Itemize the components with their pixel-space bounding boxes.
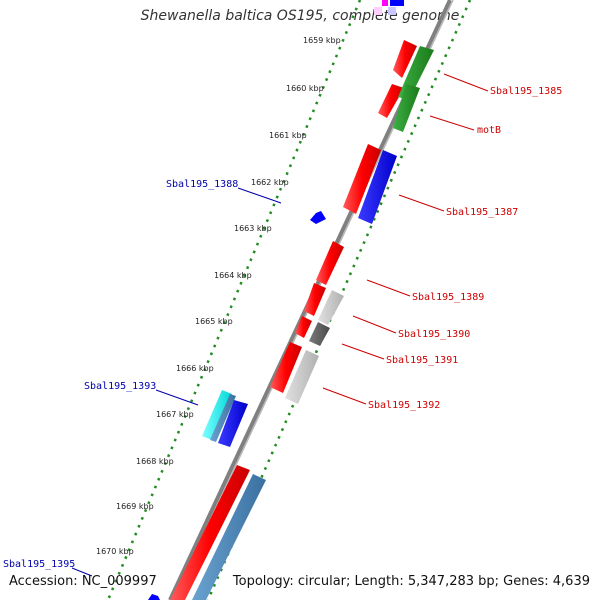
- cds-red: [393, 40, 417, 78]
- tick-label: 1660 kbp: [286, 84, 324, 93]
- tick-label: 1667 kbp: [156, 410, 194, 419]
- cds-steel: [210, 394, 236, 442]
- cds-red: [316, 241, 344, 285]
- label-leaders: [71, 73, 489, 577]
- cds-blue: [148, 594, 160, 600]
- genome-stats-label: Topology: circular; Length: 5,347,283 bp…: [232, 574, 590, 589]
- cds-red: [295, 316, 312, 338]
- gene-features-reverse: [148, 211, 326, 600]
- leader-line: [398, 194, 445, 212]
- leader-line: [322, 387, 367, 405]
- top-partial-features: [374, 0, 404, 15]
- gene-label: Sbal195_1389: [412, 292, 484, 303]
- gene-label: Sbal195_1387: [446, 207, 518, 218]
- gene-label: Sbal195_1395: [3, 559, 75, 570]
- cds-red: [304, 283, 326, 316]
- tick-label: 1661 kbp: [269, 131, 307, 140]
- cds-blue: [310, 211, 326, 224]
- leader-line: [352, 315, 397, 334]
- cds-green: [393, 84, 420, 132]
- inner-tick-line: [106, 0, 362, 600]
- cds-blue: [218, 400, 248, 447]
- tick-label: 1663 kbp: [234, 224, 272, 233]
- gene-label: Sbal195_1388: [166, 179, 238, 190]
- gene-label: Sbal195_1385: [490, 86, 562, 97]
- cds-blue-top: [390, 0, 404, 6]
- cds-blue: [358, 150, 397, 224]
- tick-label: 1669 kbp: [116, 502, 154, 511]
- leader-line: [71, 567, 93, 577]
- gene-label: Sbal195_1392: [368, 400, 440, 411]
- cds-steel: [192, 474, 266, 600]
- tick-label: 1662 kbp: [251, 178, 289, 187]
- leader-line: [443, 73, 489, 92]
- cds-gray: [285, 350, 319, 404]
- gene-labels: Sbal195_1385 motB Sbal195_1387 Sbal195_1…: [3, 86, 562, 570]
- tick-label: 1665 kbp: [195, 317, 233, 326]
- leader-line: [429, 115, 475, 131]
- leader-line: [155, 389, 199, 406]
- cds-red: [270, 342, 302, 393]
- cds-cyan: [202, 390, 232, 440]
- accession-label: Accession: NC_009997: [9, 574, 157, 589]
- cds-dark-gray: [309, 322, 330, 346]
- cds-red: [170, 465, 250, 600]
- gene-label: motB: [477, 125, 501, 136]
- tick-label: 1670 kbp: [96, 547, 134, 556]
- cds-red: [378, 84, 404, 118]
- cds-pink-top: [374, 7, 382, 15]
- tick-label: 1668 kbp: [136, 457, 174, 466]
- gene-label: Sbal195_1393: [84, 381, 156, 392]
- cds-lavender-top: [388, 7, 396, 15]
- cds-gray: [318, 290, 344, 325]
- leader-line: [366, 279, 411, 297]
- cds-magenta: [382, 0, 388, 6]
- cds-red: [343, 144, 381, 214]
- gene-features: [170, 40, 434, 600]
- leader-line: [341, 343, 385, 360]
- gene-label: Sbal195_1390: [398, 329, 470, 340]
- tick-labels: 1659 kbp 1660 kbp 1661 kbp 1662 kbp 1663…: [96, 36, 341, 556]
- leader-line: [237, 187, 282, 204]
- gene-label: Sbal195_1391: [386, 355, 458, 366]
- tick-label: 1664 kbp: [214, 271, 252, 280]
- tick-label: 1666 kbp: [176, 364, 214, 373]
- tick-label: 1659 kbp: [303, 36, 341, 45]
